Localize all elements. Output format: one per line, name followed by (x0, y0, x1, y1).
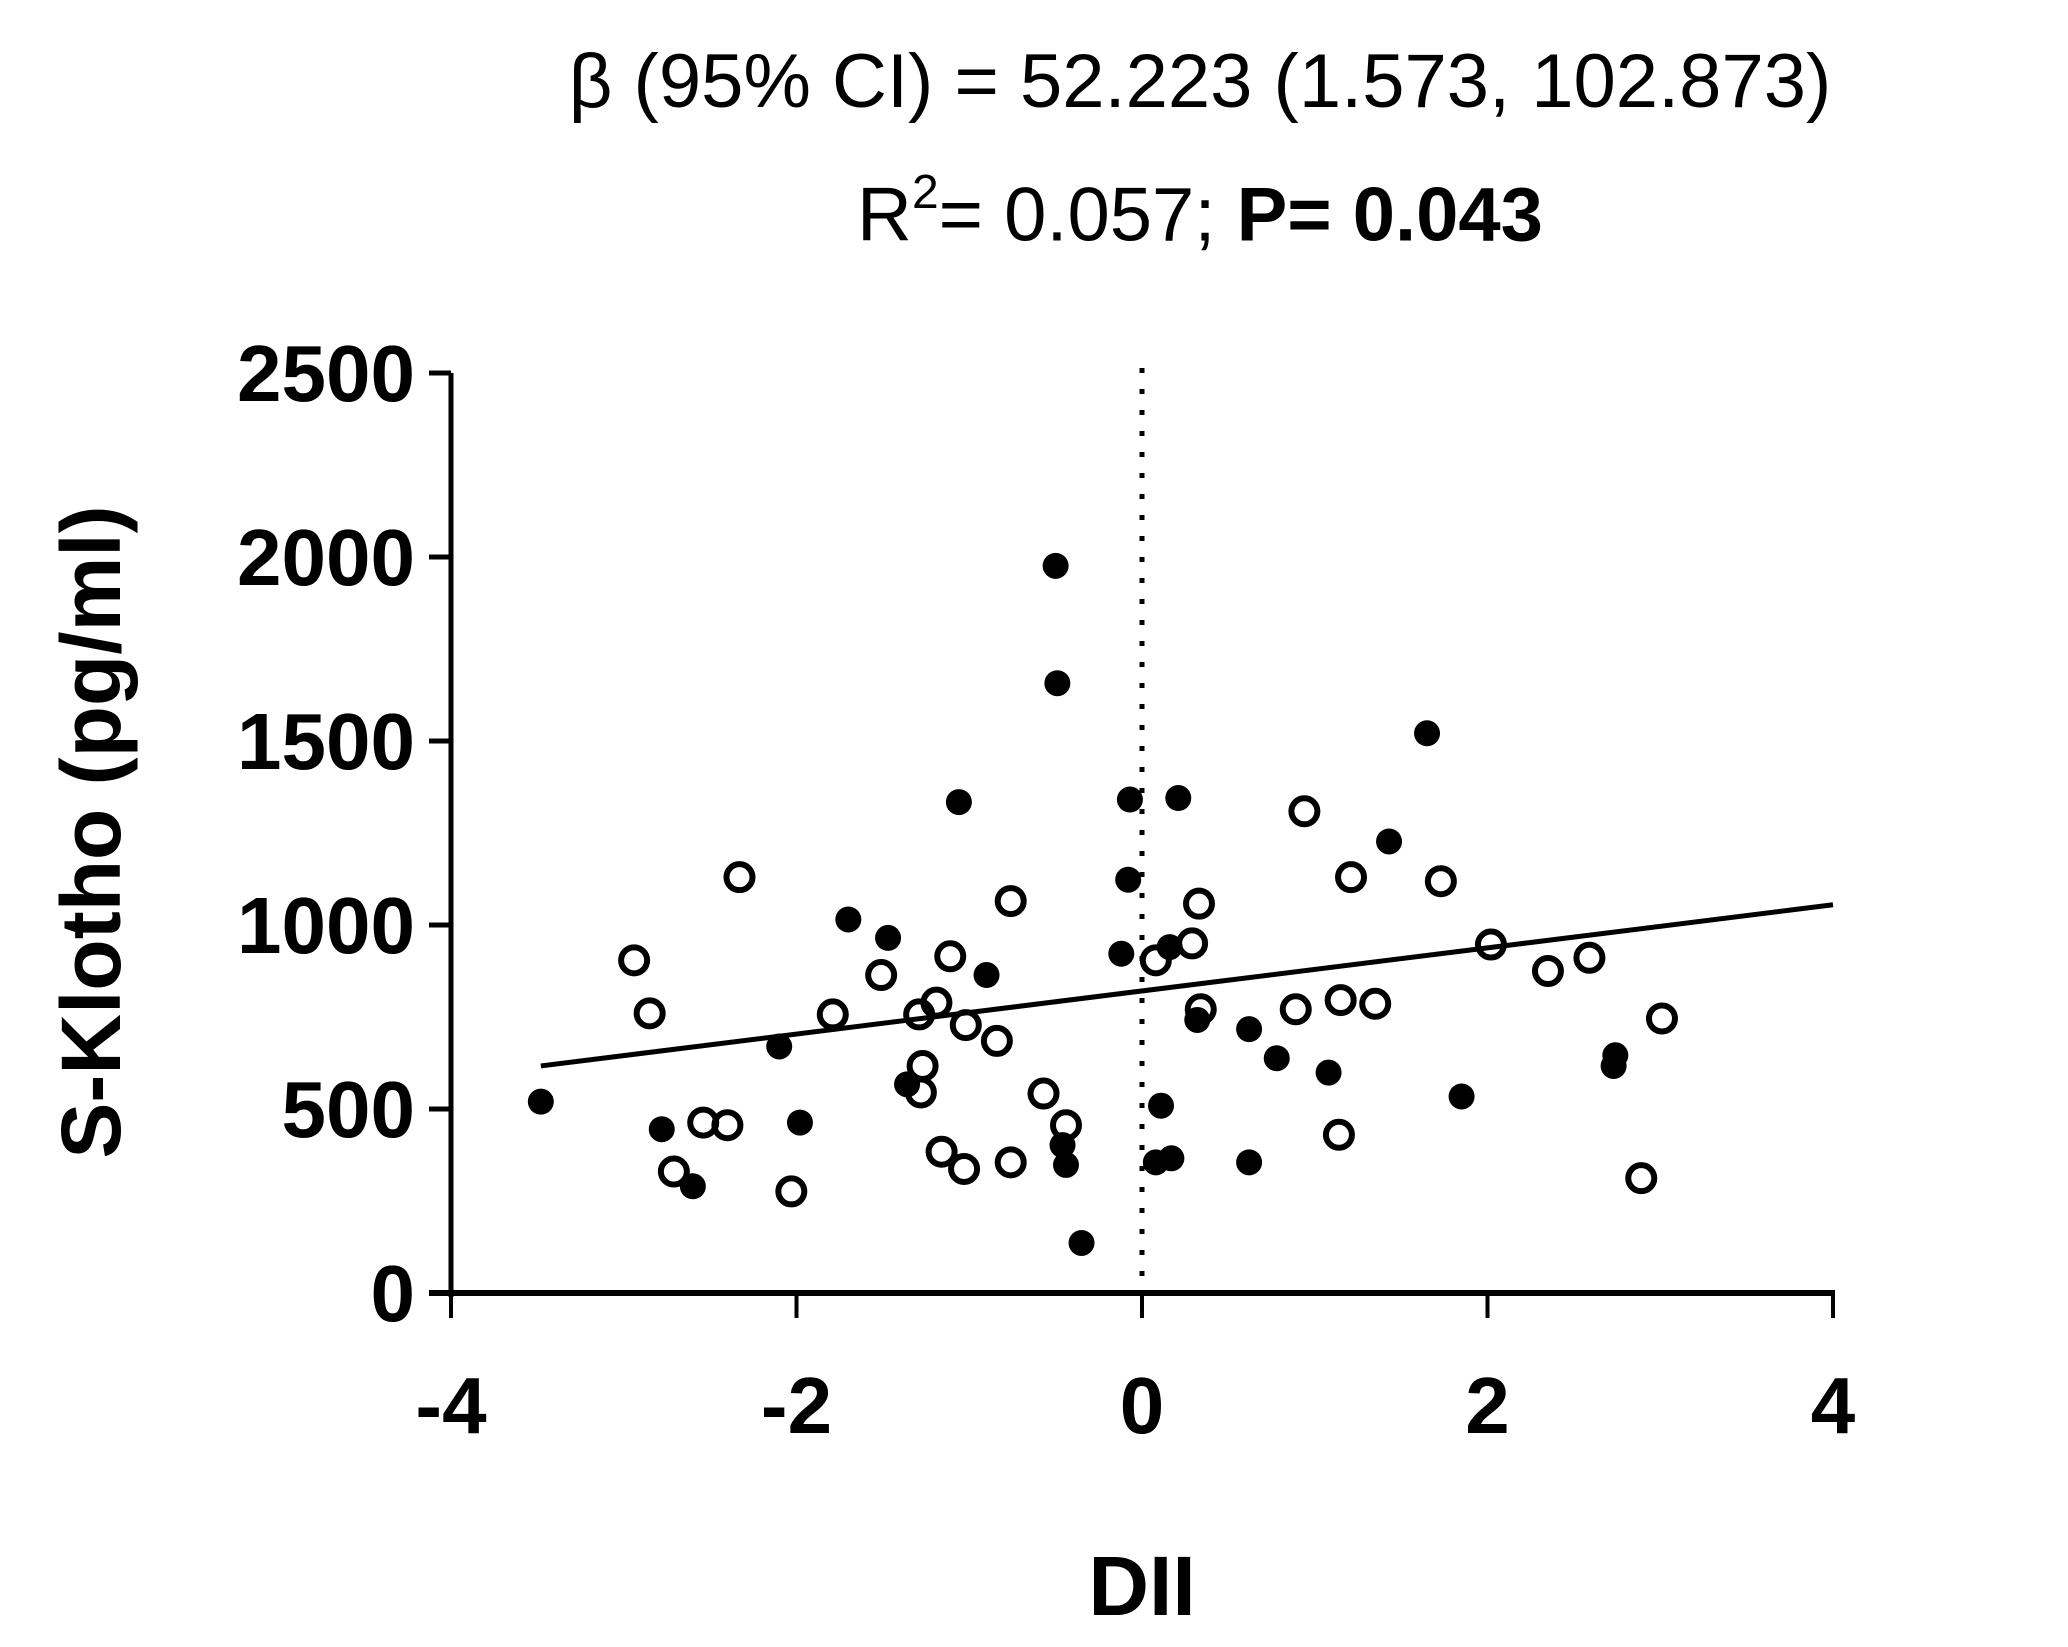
open-point (633, 997, 666, 1030)
r-squared-label: R (857, 172, 912, 258)
filled-point (1236, 1149, 1263, 1176)
filled-point (1263, 1045, 1290, 1072)
filled-point (1115, 866, 1142, 893)
chart-subtitle-stats: R2= 0.057; P= 0.043 (360, 169, 2040, 253)
y-axis-title: S-Klotho (pg/ml) (44, 505, 138, 1158)
filled-point (1148, 1092, 1175, 1119)
filled-point (945, 789, 972, 816)
filled-point (835, 906, 862, 933)
filled-point (1042, 552, 1069, 579)
r-squared-superscript: 2 (911, 166, 939, 219)
open-point (1531, 955, 1564, 987)
y-tick-label: 2000 (237, 513, 415, 602)
y-tick-label: 1500 (237, 697, 415, 786)
filled-point (1108, 940, 1135, 967)
open-point (865, 959, 898, 992)
y-tick-label: 0 (371, 1249, 416, 1338)
open-point (1279, 993, 1312, 1026)
open-point (1359, 987, 1392, 1020)
open-point (1324, 984, 1357, 1017)
open-point (1176, 927, 1209, 960)
x-tick-label: 0 (1120, 1361, 1165, 1450)
filled-point (1376, 828, 1403, 855)
chart-title-stats: β (95% CI) = 52.223 (1.573, 102.873) (360, 44, 2040, 120)
open-point (1183, 887, 1216, 920)
open-point (711, 1109, 744, 1142)
open-point (920, 986, 953, 1019)
x-axis-title: DII (1088, 1539, 1195, 1633)
filled-point (1236, 1016, 1263, 1043)
data-points (527, 552, 1678, 1256)
filled-point (1116, 786, 1143, 813)
open-point (816, 998, 849, 1031)
open-point (775, 1175, 808, 1208)
filled-point (766, 1033, 793, 1060)
open-point (904, 1076, 937, 1109)
open-point (934, 940, 967, 973)
y-tick-label: 1000 (237, 881, 415, 970)
filled-point (1158, 1145, 1185, 1172)
filled-point (1156, 934, 1183, 961)
x-tick-label: 2 (1465, 1361, 1510, 1450)
open-point (1424, 865, 1457, 898)
filled-point (1448, 1083, 1475, 1110)
open-point (1049, 1109, 1082, 1142)
regression-line (540, 902, 1834, 1069)
x-tick-label: -2 (761, 1361, 832, 1450)
open-point (618, 944, 651, 977)
filled-point (1414, 720, 1441, 747)
x-tick-label: -4 (415, 1361, 487, 1450)
open-point (1573, 941, 1606, 974)
filled-point (973, 962, 1000, 989)
filled-point (1600, 1052, 1627, 1079)
open-point (1625, 1162, 1658, 1195)
open-point (949, 1009, 982, 1042)
open-point (657, 1155, 690, 1188)
open-point (994, 885, 1027, 918)
filled-point (1044, 670, 1071, 697)
open-point (980, 1024, 1013, 1057)
p-value: P= 0.043 (1236, 172, 1543, 258)
open-point (994, 1146, 1027, 1179)
open-point (1288, 795, 1321, 828)
filled-point (1068, 1229, 1095, 1256)
open-point (723, 861, 756, 894)
axes: 0 500 1000 1500 2000 2500 -4 -2 0 2 4 (237, 329, 1856, 1450)
filled-point (786, 1109, 813, 1136)
open-point (1184, 993, 1217, 1026)
filled-point (1052, 1151, 1079, 1178)
fit-line (540, 902, 1834, 1069)
filled-point (1165, 785, 1192, 812)
filled-point (527, 1088, 554, 1115)
open-point (1027, 1077, 1060, 1110)
r-squared-value: = 0.057; (938, 172, 1237, 258)
open-point (1645, 1002, 1678, 1035)
filled-point (648, 1116, 675, 1143)
y-tick-label: 2500 (237, 329, 415, 418)
x-tick-label: 4 (1811, 1361, 1856, 1450)
open-point (1322, 1118, 1355, 1151)
filled-point (875, 924, 902, 951)
filled-point (1315, 1059, 1342, 1086)
open-point (925, 1135, 958, 1168)
open-point (1474, 928, 1507, 961)
beta-ci-text: β (95% CI) = 52.223 (1.573, 102.873) (568, 39, 1832, 124)
open-point (1335, 861, 1368, 894)
open-point (906, 1049, 939, 1082)
open-point (948, 1152, 981, 1185)
open-point (1139, 944, 1172, 977)
y-tick-label: 500 (282, 1065, 415, 1154)
